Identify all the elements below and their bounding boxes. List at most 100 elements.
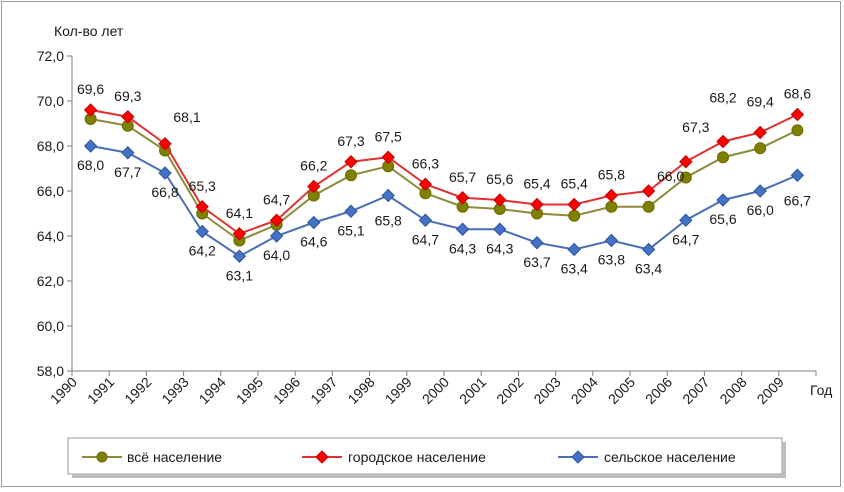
- legend-marker-rural: [571, 450, 585, 464]
- urban-data-label: 65,3: [189, 178, 216, 194]
- urban-data-label: 68,6: [784, 86, 811, 102]
- series-2-point: [269, 229, 284, 243]
- urban-data-label: 65,8: [598, 167, 625, 183]
- rural-data-label: 63,7: [523, 254, 550, 270]
- series-line-0: [90, 118, 798, 242]
- x-tick-label: 2009: [754, 374, 787, 407]
- legend-marker-urban: [315, 450, 329, 464]
- series-2-point: [753, 184, 767, 198]
- rural-data-label: 65,8: [375, 213, 402, 229]
- series-1-point: [83, 103, 98, 117]
- rural-data-label: 63,4: [635, 261, 662, 277]
- rural-data-label: 64,7: [672, 231, 699, 247]
- x-tick-label: 2004: [568, 374, 601, 407]
- legend-label-rural: сельское население: [604, 449, 736, 465]
- series-0-point: [345, 169, 357, 182]
- urban-data-label: 66,3: [412, 155, 439, 171]
- urban-data-label: 68,2: [709, 90, 736, 106]
- y-tick-label: 60,0: [37, 318, 64, 334]
- y-tick-label: 64,0: [37, 228, 64, 244]
- series-1-point: [679, 155, 693, 169]
- series-2-point: [158, 166, 172, 180]
- series-2-point: [604, 233, 619, 248]
- y-tick-label: 70,0: [37, 93, 64, 109]
- series-0-point: [679, 171, 692, 184]
- urban-data-label: 65,6: [486, 171, 513, 187]
- series-0-point: [791, 124, 804, 137]
- rural-data-label: 64,0: [263, 247, 290, 263]
- series-2-point: [83, 139, 98, 153]
- x-tick-label: 2007: [679, 374, 712, 407]
- series-0-point: [754, 142, 767, 155]
- urban-data-label: 69,4: [747, 94, 774, 110]
- urban-data-label: 64,7: [263, 191, 290, 207]
- series-layer: [83, 103, 805, 263]
- y-tick-label: 72,0: [37, 48, 64, 64]
- series-2-point: [455, 222, 470, 236]
- series-0-point: [568, 209, 581, 222]
- series-1-point: [232, 227, 247, 241]
- series-2-point: [567, 242, 581, 257]
- x-tick-label: 1998: [344, 374, 377, 407]
- rural-data-label: 63,8: [598, 252, 625, 268]
- y-tick-label: 66,0: [37, 183, 64, 199]
- x-tick-label: 2001: [456, 374, 489, 407]
- series-2-point: [121, 146, 135, 160]
- urban-data-label: 68,1: [173, 109, 200, 125]
- legend-label-all: всё население: [127, 449, 222, 465]
- x-tick-label: 1995: [233, 374, 266, 407]
- series-2-point: [716, 193, 730, 207]
- series-2-point: [679, 213, 693, 227]
- rural-data-label: 65,1: [337, 222, 364, 238]
- series-2-point: [307, 215, 321, 230]
- rural-data-label: 64,7: [412, 231, 439, 247]
- rural-data-label: 64,2: [189, 243, 216, 259]
- urban-data-label: 66,0: [657, 168, 684, 184]
- legend-marker-all: [96, 451, 108, 463]
- x-tick-label: 1999: [382, 374, 415, 407]
- x-tick-label: 1992: [121, 374, 154, 407]
- series-0-point: [642, 200, 655, 213]
- series-2-point: [493, 222, 507, 236]
- x-tick-label: 1996: [270, 374, 303, 407]
- urban-data-label: 65,4: [561, 176, 588, 192]
- urban-data-label: 67,3: [337, 133, 364, 149]
- series-1-point: [269, 213, 284, 227]
- series-2-point: [195, 224, 209, 239]
- series-1-point: [790, 107, 805, 122]
- rural-data-label: 63,1: [226, 267, 253, 283]
- urban-data-label: 67,3: [682, 119, 709, 135]
- x-tick-label: 2003: [530, 374, 563, 407]
- series-1-point: [641, 184, 656, 198]
- series-1-point: [604, 188, 619, 203]
- series-2-point: [232, 249, 247, 263]
- series-1-point: [307, 179, 321, 194]
- series-2-point: [530, 236, 544, 250]
- series-0-point: [717, 151, 729, 164]
- rural-data-label: 66,0: [747, 202, 774, 218]
- x-tick-label: 2005: [605, 374, 638, 407]
- series-1-point: [121, 110, 135, 124]
- series-1-point: [530, 197, 544, 212]
- series-2-point: [641, 242, 656, 257]
- rural-data-label: 67,7: [114, 164, 141, 180]
- series-1-point: [493, 193, 507, 207]
- rural-data-label: 66,7: [784, 192, 811, 208]
- rural-data-label: 66,8: [151, 184, 178, 200]
- y-tick-label: 68,0: [37, 138, 64, 154]
- y-tick-label: 62,0: [37, 273, 64, 289]
- series-1-point: [716, 134, 730, 149]
- series-2-point: [418, 213, 433, 227]
- series-1-point: [753, 125, 767, 140]
- x-tick-label: 2006: [642, 374, 675, 407]
- urban-data-label: 64,1: [226, 205, 253, 221]
- series-1-point: [567, 197, 581, 212]
- x-tick-label: 1993: [158, 374, 191, 407]
- rural-data-label: 64,3: [486, 240, 513, 256]
- urban-data-label: 69,3: [114, 88, 141, 104]
- rural-data-label: 64,3: [449, 240, 476, 256]
- series-2-point: [381, 188, 395, 203]
- x-axis-title: Год: [810, 382, 832, 398]
